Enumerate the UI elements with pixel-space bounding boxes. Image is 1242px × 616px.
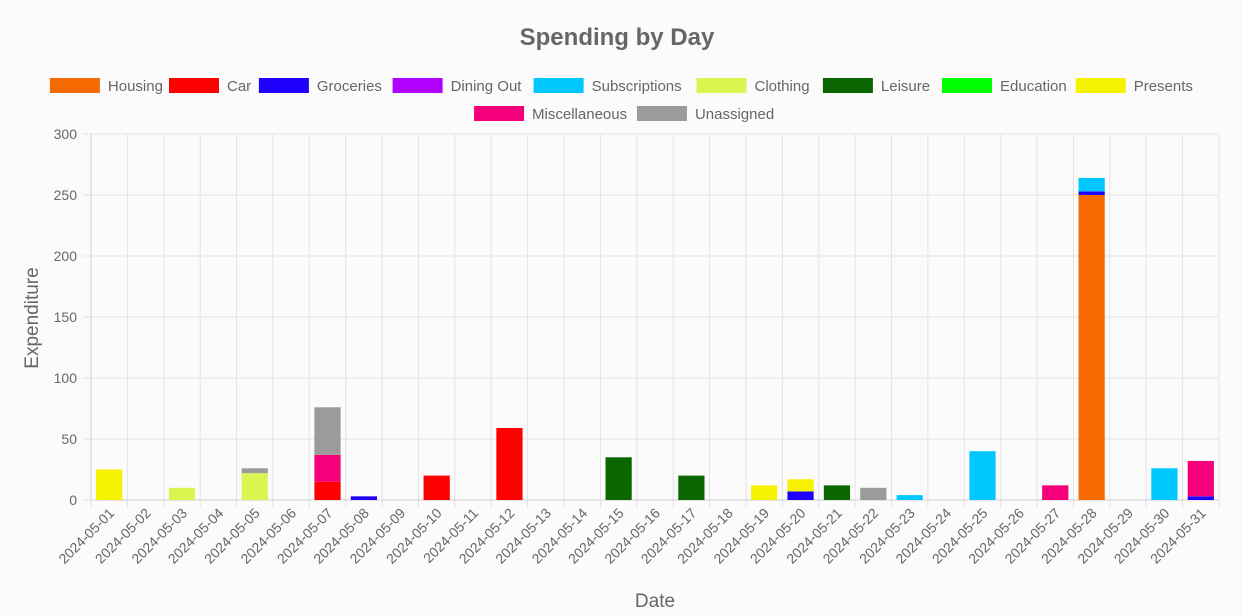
legend-label: Groceries <box>317 78 382 95</box>
legend-label: Car <box>227 78 251 95</box>
legend-label: Education <box>1000 78 1067 95</box>
bar-segment[interactable] <box>1078 195 1105 500</box>
legend-label: Subscriptions <box>592 78 682 95</box>
bar-segment[interactable] <box>314 454 341 482</box>
y-tick-label: 0 <box>69 492 77 508</box>
legend-label: Miscellaneous <box>532 106 627 123</box>
bar-segment[interactable] <box>678 475 705 500</box>
bar-segment[interactable] <box>787 479 814 492</box>
bar-segment[interactable] <box>1078 191 1105 195</box>
bar-segment[interactable] <box>969 451 996 500</box>
chart-title: Spending by Day <box>520 24 715 51</box>
legend-item[interactable]: Subscriptions <box>533 78 682 95</box>
legend-swatch <box>258 78 309 93</box>
bar-segment[interactable] <box>751 485 778 500</box>
bar-segment[interactable] <box>350 496 378 500</box>
x-axis-ticks: 2024-05-012024-05-022024-05-032024-05-04… <box>55 505 1209 567</box>
bar-segment[interactable] <box>823 485 851 500</box>
legend-label: Leisure <box>881 78 930 95</box>
legend-swatch <box>169 78 219 93</box>
bar-segment[interactable] <box>241 473 268 500</box>
bar-segment[interactable] <box>1042 485 1069 500</box>
legend-item[interactable]: Unassigned <box>636 106 774 123</box>
legend-item[interactable]: Presents <box>1075 78 1193 95</box>
legend-item[interactable]: Leisure <box>822 78 930 95</box>
legend-item[interactable]: Dining Out <box>392 78 523 95</box>
y-tick-label: 300 <box>54 126 78 142</box>
bar-segment[interactable] <box>241 468 268 474</box>
bar-segment[interactable] <box>605 457 632 500</box>
legend-swatch <box>1075 78 1126 93</box>
legend-item[interactable]: Car <box>169 78 251 95</box>
legend-swatch <box>942 78 992 93</box>
bar-segment[interactable] <box>896 495 923 500</box>
bar-segment[interactable] <box>423 475 450 500</box>
legend-swatch <box>636 106 687 121</box>
grid <box>83 133 1220 508</box>
bar-segment[interactable] <box>787 491 814 500</box>
legend-swatch <box>49 78 100 93</box>
legend-item[interactable]: Education <box>942 78 1067 95</box>
legend-swatch <box>474 106 525 121</box>
legend-label: Unassigned <box>695 106 774 123</box>
bar-segment[interactable] <box>1151 468 1178 500</box>
y-tick-label: 200 <box>54 248 78 264</box>
legend-swatch <box>822 78 873 93</box>
legend: Housing Car Groceries Dining Out Subscriptio… <box>49 78 1193 123</box>
bar-segment[interactable] <box>860 487 887 500</box>
y-tick-label: 150 <box>54 309 78 325</box>
y-tick-label: 50 <box>61 431 77 447</box>
legend-swatch <box>696 78 747 93</box>
y-axis-ticks: 0 50 100 150 200 250 300 <box>54 126 78 508</box>
legend-item[interactable]: Housing <box>49 78 163 95</box>
bar-segment[interactable] <box>96 469 123 501</box>
legend-label: Presents <box>1134 78 1193 95</box>
bar-segment[interactable] <box>1187 496 1214 500</box>
bar-segment[interactable] <box>314 407 341 455</box>
x-axis-title: Date <box>635 591 675 612</box>
legend-label: Dining Out <box>451 78 523 95</box>
bar-segment[interactable] <box>496 428 523 500</box>
legend-label: Clothing <box>755 78 810 95</box>
bar-segment[interactable] <box>168 487 196 500</box>
y-axis-title: Expenditure <box>22 267 43 368</box>
y-tick-label: 100 <box>54 370 78 386</box>
bars <box>96 177 1214 501</box>
y-tick-label: 250 <box>54 187 78 203</box>
legend-item[interactable]: Clothing <box>696 78 810 95</box>
legend-swatch <box>392 78 443 93</box>
legend-label: Housing <box>108 78 163 95</box>
legend-swatch <box>533 78 584 93</box>
bar-segment[interactable] <box>1078 177 1105 192</box>
legend-item[interactable]: Groceries <box>258 78 382 95</box>
bar-segment[interactable] <box>314 481 341 500</box>
legend-item[interactable]: Miscellaneous <box>474 106 627 123</box>
bar-segment[interactable] <box>1187 460 1214 497</box>
